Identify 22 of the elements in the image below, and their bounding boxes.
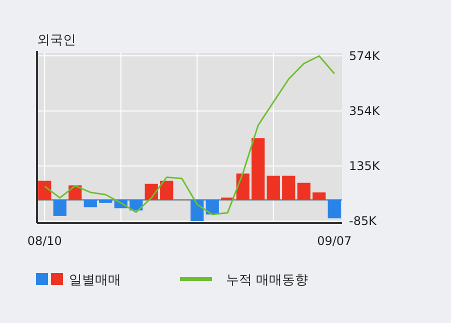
bar	[38, 180, 52, 200]
y-tick-label: -85K	[349, 214, 378, 228]
bar	[266, 176, 280, 200]
bar	[252, 138, 265, 200]
bar	[236, 174, 250, 200]
legend-label: 누적 매매동향	[226, 273, 308, 288]
bar	[312, 192, 326, 200]
bar	[328, 200, 341, 218]
x-tick-label: 09/07	[317, 234, 352, 248]
legend-label: 일별매매	[69, 273, 121, 288]
chart-title: 외국인	[37, 33, 76, 48]
y-tick-label: 135K	[349, 159, 381, 173]
bar	[84, 200, 97, 208]
bar	[297, 182, 310, 200]
x-tick-label: 08/10	[27, 234, 62, 248]
bar	[53, 200, 66, 216]
bar	[282, 176, 296, 200]
y-tick-label: 354K	[349, 104, 381, 118]
bar	[190, 200, 204, 221]
bar	[99, 200, 112, 203]
bar	[160, 180, 174, 200]
y-tick-label: 574K	[349, 48, 381, 63]
